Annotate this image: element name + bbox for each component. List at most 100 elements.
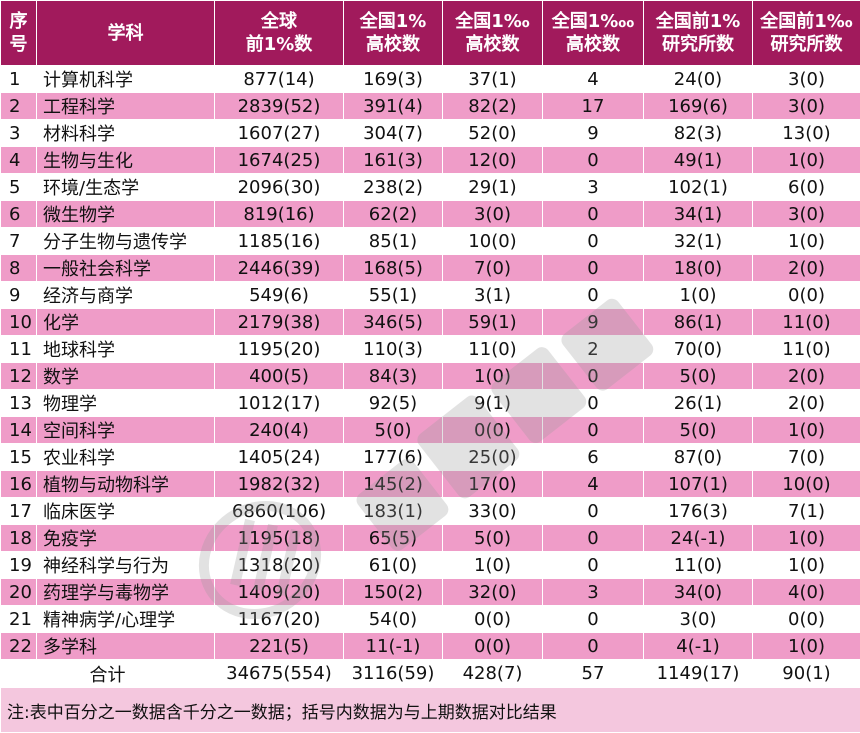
cell-inst1: 82(3) xyxy=(644,120,753,147)
cell-global: 221(5) xyxy=(215,633,344,660)
cell-global: 1195(18) xyxy=(215,525,344,552)
cell-cn1: 145(2) xyxy=(344,471,443,498)
cell-inst1: 1(0) xyxy=(644,282,753,309)
cell-cn10k: 0 xyxy=(543,228,644,255)
cell-global: 1195(20) xyxy=(215,336,344,363)
cell-cn10k: 0 xyxy=(543,606,644,633)
cell-cn1k: 17(0) xyxy=(443,471,543,498)
header-inst1: 全国前1%研究所数 xyxy=(644,1,753,66)
cell-cn1k: 3(0) xyxy=(443,201,543,228)
cell-cn1: 11(-1) xyxy=(344,633,443,660)
cell-idx: 6 xyxy=(1,201,37,228)
cell-cn1k: 0(0) xyxy=(443,606,543,633)
cell-inst1k: 3(0) xyxy=(753,66,860,93)
cell-cn10k: 4 xyxy=(543,66,644,93)
cell-inst1: 107(1) xyxy=(644,471,753,498)
cell-subject: 分子生物与遗传学 xyxy=(37,228,215,255)
cell-cn1: 304(7) xyxy=(344,120,443,147)
cell-cn10k: 3 xyxy=(543,174,644,201)
cell-cn1: 61(0) xyxy=(344,552,443,579)
cell-global: 1405(24) xyxy=(215,444,344,471)
header-cn1k: 全国1‰高校数 xyxy=(443,1,543,66)
cell-cn1: 346(5) xyxy=(344,309,443,336)
cell-subject: 数学 xyxy=(37,363,215,390)
cell-cn10k: 0 xyxy=(543,201,644,228)
cell-cn1k: 29(1) xyxy=(443,174,543,201)
cell-cn1: 65(5) xyxy=(344,525,443,552)
cell-idx: 7 xyxy=(1,228,37,255)
cell-subject: 生物与生化 xyxy=(37,147,215,174)
cell-idx: 18 xyxy=(1,525,37,552)
cell-cn1k: 37(1) xyxy=(443,66,543,93)
total-row: 合计 34675(554) 3116(59) 428(7) 57 1149(17… xyxy=(1,660,860,688)
cell-cn1: 85(1) xyxy=(344,228,443,255)
cell-cn1: 84(3) xyxy=(344,363,443,390)
cell-inst1k: 4(0) xyxy=(753,579,860,606)
cell-inst1k: 3(0) xyxy=(753,93,860,120)
cell-cn10k: 0 xyxy=(543,417,644,444)
cell-cn10k: 0 xyxy=(543,363,644,390)
total-inst1k: 90(1) xyxy=(753,660,860,688)
cell-subject: 精神病学/心理学 xyxy=(37,606,215,633)
cell-cn10k: 9 xyxy=(543,309,644,336)
cell-cn1k: 32(0) xyxy=(443,579,543,606)
cell-inst1: 49(1) xyxy=(644,147,753,174)
cell-inst1k: 11(0) xyxy=(753,336,860,363)
cell-inst1: 169(6) xyxy=(644,93,753,120)
header-cn1: 全国1%高校数 xyxy=(344,1,443,66)
cell-idx: 19 xyxy=(1,552,37,579)
cell-idx: 10 xyxy=(1,309,37,336)
cell-inst1k: 7(1) xyxy=(753,498,860,525)
cell-global: 2096(30) xyxy=(215,174,344,201)
cell-global: 1982(32) xyxy=(215,471,344,498)
cell-inst1: 24(0) xyxy=(644,66,753,93)
cell-cn1: 150(2) xyxy=(344,579,443,606)
cell-subject: 药理学与毒物学 xyxy=(37,579,215,606)
cell-global: 1674(25) xyxy=(215,147,344,174)
cell-inst1k: 1(0) xyxy=(753,525,860,552)
cell-cn10k: 17 xyxy=(543,93,644,120)
cell-global: 6860(106) xyxy=(215,498,344,525)
cell-inst1: 34(1) xyxy=(644,201,753,228)
cell-subject: 多学科 xyxy=(37,633,215,660)
table-note: 注:表中百分之一数据含千分之一数据；括号内数据为与上期数据对比结果 xyxy=(1,688,860,733)
total-global: 34675(554) xyxy=(215,660,344,688)
cell-cn10k: 0 xyxy=(543,390,644,417)
cell-cn1: 161(3) xyxy=(344,147,443,174)
cell-subject: 免疫学 xyxy=(37,525,215,552)
cell-subject: 材料科学 xyxy=(37,120,215,147)
cell-cn1k: 3(1) xyxy=(443,282,543,309)
cell-subject: 物理学 xyxy=(37,390,215,417)
cell-cn10k: 9 xyxy=(543,120,644,147)
cell-cn1: 55(1) xyxy=(344,282,443,309)
cell-inst1k: 13(0) xyxy=(753,120,860,147)
cell-inst1: 5(0) xyxy=(644,363,753,390)
header-idx: 序号 xyxy=(1,1,37,66)
cell-inst1k: 0(0) xyxy=(753,606,860,633)
cell-idx: 5 xyxy=(1,174,37,201)
cell-inst1: 24(-1) xyxy=(644,525,753,552)
cell-idx: 15 xyxy=(1,444,37,471)
cell-subject: 工程科学 xyxy=(37,93,215,120)
cell-inst1: 32(1) xyxy=(644,228,753,255)
cell-subject: 临床医学 xyxy=(37,498,215,525)
cell-cn10k: 3 xyxy=(543,579,644,606)
cell-idx: 4 xyxy=(1,147,37,174)
cell-cn10k: 2 xyxy=(543,336,644,363)
cell-cn1k: 1(0) xyxy=(443,552,543,579)
header-global: 全球前1%数 xyxy=(215,1,344,66)
cell-inst1: 102(1) xyxy=(644,174,753,201)
cell-global: 2179(38) xyxy=(215,309,344,336)
